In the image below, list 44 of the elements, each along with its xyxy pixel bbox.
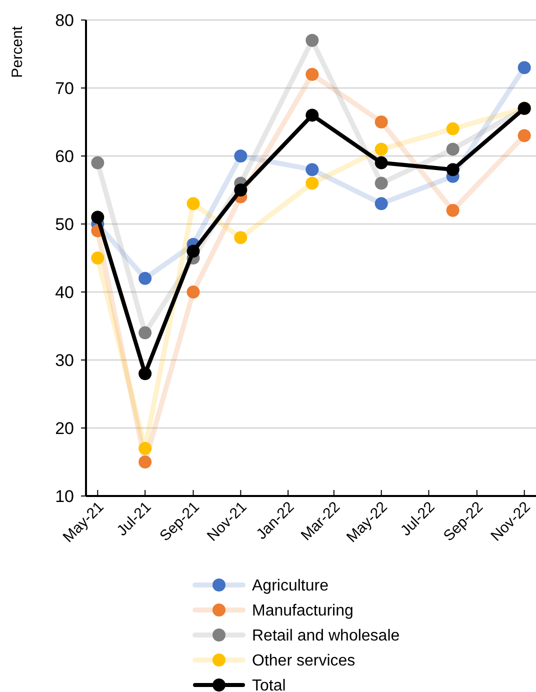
legend-label: Agriculture [252,578,329,595]
point [374,156,388,170]
point [518,129,531,142]
point [446,142,460,156]
y-tick-label: 40 [55,282,74,302]
point [91,252,104,264]
point [518,61,531,74]
point [306,34,319,47]
point [446,122,460,136]
point [186,244,200,258]
point [186,286,200,298]
point [186,197,200,210]
point [306,68,319,81]
point [374,176,388,190]
point [138,272,152,285]
y-tick-label: 30 [55,350,74,370]
y-tick-label: 70 [55,78,74,98]
point [234,184,248,196]
y-tick-label: 60 [55,146,74,166]
point [446,163,460,176]
point [234,231,248,244]
y-axis-title: Percent [9,25,26,78]
point [306,163,319,176]
y-tick-label: 10 [55,486,74,506]
point [91,156,104,170]
point [374,197,388,210]
legend-label: Manufacturing [252,602,354,620]
y-tick-label: 80 [55,10,74,30]
point [138,456,152,468]
y-tick-label: 20 [55,418,74,438]
point [91,210,104,224]
point [138,442,152,455]
legend-label: Total [252,678,286,692]
point [374,116,388,128]
legend-label: Other services [252,652,356,670]
y-tick-label: 50 [55,214,74,234]
point [234,150,248,162]
point [446,204,460,217]
point [138,326,152,340]
point [306,108,319,122]
legend-label: Retail and wholesale [252,628,400,645]
point [306,176,319,190]
point [374,142,388,156]
point [138,367,152,380]
